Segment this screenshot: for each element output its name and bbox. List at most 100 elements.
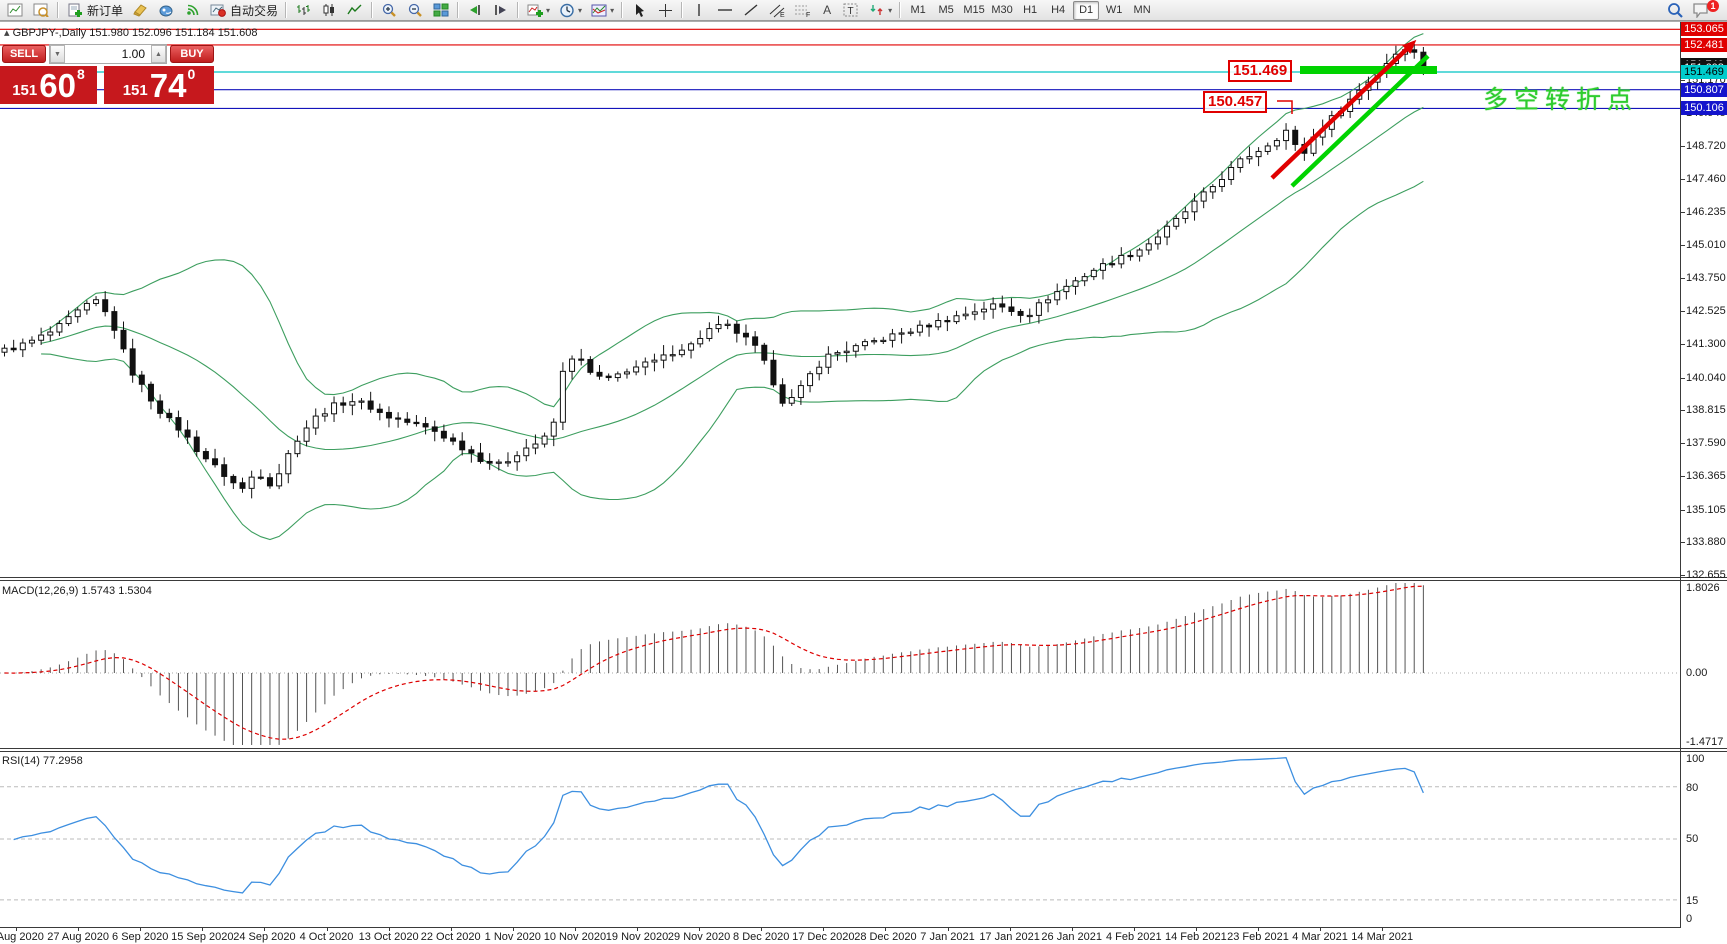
time-axis-label: 28 Dec 2020 [854,931,917,943]
periods-button[interactable]: ▾ [555,1,585,20]
time-axis-label: 4 Feb 2021 [1105,931,1162,943]
rsi-scale-label: 50 [1686,833,1699,845]
sell-price-display[interactable]: 151 60 8 [0,66,97,104]
timeframe-button-h1[interactable]: H1 [1023,4,1038,16]
indicators-button[interactable]: ▾ [523,1,553,20]
ohlc-low: 151.184 [174,27,215,39]
time-tick-mark [761,927,763,931]
text-tool-button[interactable]: A [817,1,837,20]
cursor-tool-button[interactable] [627,1,651,20]
vertical-line-tool-button[interactable] [687,1,711,20]
text-label-icon: T [842,2,860,18]
rsi-scale-label: 15 [1686,895,1699,907]
axis-tick-mark [1680,575,1685,577]
dropdown-caret-icon: ▾ [610,5,615,15]
time-axis-label: 17 Jan 2021 [979,931,1040,943]
price-tick-label: 135.105 [1686,503,1726,516]
signals-button[interactable] [180,1,204,20]
green-trend-line [1290,54,1430,188]
time-tick-mark [823,927,825,931]
panel-separator-macd[interactable] [0,577,1727,581]
main-price-chart[interactable] [0,22,1727,577]
search-button[interactable] [1663,1,1687,20]
time-tick-mark [1009,927,1011,931]
horizontal-line-tool-button[interactable] [713,1,737,20]
sell-button[interactable]: SELL [2,45,46,63]
fibonacci-tool-button[interactable]: F [791,1,815,20]
support-level-annotation[interactable]: 150.457 [1203,91,1268,113]
macd-indicator-panel[interactable] [0,581,1727,747]
buy-price-pip: 0 [187,66,196,82]
line-chart-icon [346,2,364,18]
trend-arrowhead [1402,39,1417,54]
metaeditor-button[interactable] [128,1,152,20]
price-label-chip: 150.106 [1681,101,1727,116]
panel-separator-rsi[interactable] [0,748,1727,752]
autotrading-button[interactable]: 自动交易 [206,1,281,20]
equidistant-channel-tool-button[interactable]: E [765,1,789,20]
templates-button[interactable]: ▾ [587,1,617,20]
axis-tick-mark [1680,179,1685,181]
zoom-in-button[interactable] [377,1,401,20]
turning-point-text[interactable]: 多空转折点 [1483,86,1639,114]
toolbar-right-group: 1 [1662,0,1721,20]
crosshair-icon [656,2,674,18]
ohlc-close: 151.608 [217,27,258,39]
toolbar-separator [621,2,624,18]
price-tick-label: 146.235 [1686,205,1726,218]
volume-decrease-button[interactable]: ▼ [50,45,65,63]
volume-control: ▼ 1.00 ▲ [49,44,167,64]
candlestick-chart-button[interactable] [317,1,341,20]
support-annotation-connector [1277,100,1293,114]
ohlc-open: 151.980 [89,27,129,39]
red-trend-arrow [1270,42,1414,180]
bar-chart-button[interactable] [291,1,315,20]
new-chart-button[interactable] [3,1,27,20]
price-tick-label: 137.590 [1686,437,1726,450]
horizontal-line-icon [716,2,734,18]
chart-shift-button[interactable] [489,1,513,20]
buy-price-display[interactable]: 151 74 0 [104,66,214,104]
svg-text:T: T [848,6,854,17]
rsi-indicator-panel[interactable] [0,752,1727,927]
new-order-button[interactable]: 新订单 [63,1,126,20]
community-chat-button[interactable]: 1 [1689,0,1719,20]
trendline-tool-button[interactable] [739,1,763,20]
toolbar-separator [681,2,684,18]
arrows-tool-button[interactable]: ▾ [865,1,895,20]
dropdown-caret-icon: ▾ [888,5,893,15]
timeframe-button-h4[interactable]: H4 [1051,4,1066,16]
market-button[interactable] [154,1,178,20]
rsi-scale-label: 80 [1686,782,1699,794]
candlestick-chart-icon [320,2,338,18]
bollinger-band-line [40,33,1424,408]
text-label-tool-button[interactable]: T [839,1,863,20]
auto-scroll-button[interactable] [463,1,487,20]
line-chart-button[interactable] [343,1,367,20]
buy-price-main: 74 [149,67,187,104]
toolbar-separator [457,2,460,18]
axis-tick-mark [1680,278,1685,280]
price-label-chip: 152.481 [1681,37,1727,52]
timeframe-button-w1[interactable]: W1 [1105,4,1123,16]
timeframe-button-m30[interactable]: M30 [991,4,1013,16]
timeframe-button-m1[interactable]: M1 [910,4,926,16]
resistance-level-annotation[interactable]: 151.469 [1228,60,1293,82]
new-order-icon [66,2,84,18]
macd-signal-line [4,585,1424,740]
timeframe-button-m15[interactable]: M15 [963,4,985,16]
rsi-scale-label: 100 [1686,753,1705,765]
timeframe-button-d1[interactable]: D1 [1073,0,1100,20]
zoom-out-button[interactable] [403,1,427,20]
time-tick-mark [699,927,701,931]
timeframe-button-mn[interactable]: MN [1133,4,1151,16]
volume-increase-button[interactable]: ▲ [151,45,166,63]
bar-chart-icon [294,2,312,18]
timeframe-button-m5[interactable]: M5 [938,4,954,16]
toolbar-separator [285,2,288,18]
crosshair-tool-button[interactable] [653,1,677,20]
volume-input[interactable]: 1.00 [121,47,145,61]
tile-windows-button[interactable] [429,1,453,20]
buy-button[interactable]: BUY [170,45,214,63]
profiles-button[interactable] [29,1,53,20]
